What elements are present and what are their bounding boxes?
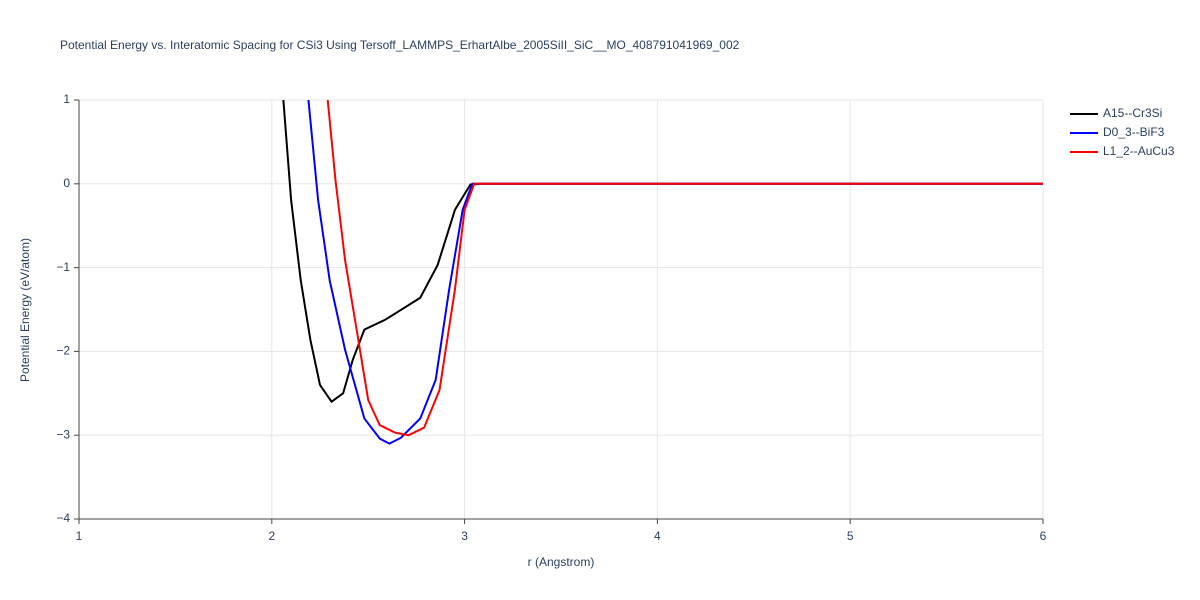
grid	[74, 99, 1044, 524]
x-tick-label: 2	[268, 529, 275, 543]
x-tick-label: 4	[654, 529, 661, 543]
x-axis-label: r (Angstrom)	[528, 555, 595, 569]
y-tick-label: −1	[56, 260, 70, 274]
x-tick-label: 1	[76, 529, 83, 543]
plot-area	[282, 100, 1043, 445]
series-line	[307, 100, 1043, 445]
x-tick-label: 3	[461, 529, 468, 543]
x-tick-label: 6	[1040, 529, 1047, 543]
y-tick-label: 0	[63, 176, 70, 190]
legend-label: L1_2--AuCu3	[1103, 144, 1175, 158]
chart-title: Potential Energy vs. Interatomic Spacing…	[60, 38, 740, 52]
series-line	[282, 100, 1043, 404]
x-tick-label: 5	[847, 529, 854, 543]
y-tick-label: −2	[56, 344, 70, 358]
legend-label: A15--Cr3Si	[1103, 106, 1162, 120]
legend: A15--Cr3Si D0_3--BiF3 L1_2--AuCu3	[1070, 106, 1175, 158]
y-axis-label: Potential Energy (eV/atom)	[18, 238, 32, 382]
y-tick-label: −4	[56, 511, 70, 525]
series-line	[326, 100, 1043, 437]
y-tick-label: 1	[63, 92, 70, 106]
y-tick-label: −3	[56, 427, 70, 441]
legend-label: D0_3--BiF3	[1103, 125, 1165, 139]
